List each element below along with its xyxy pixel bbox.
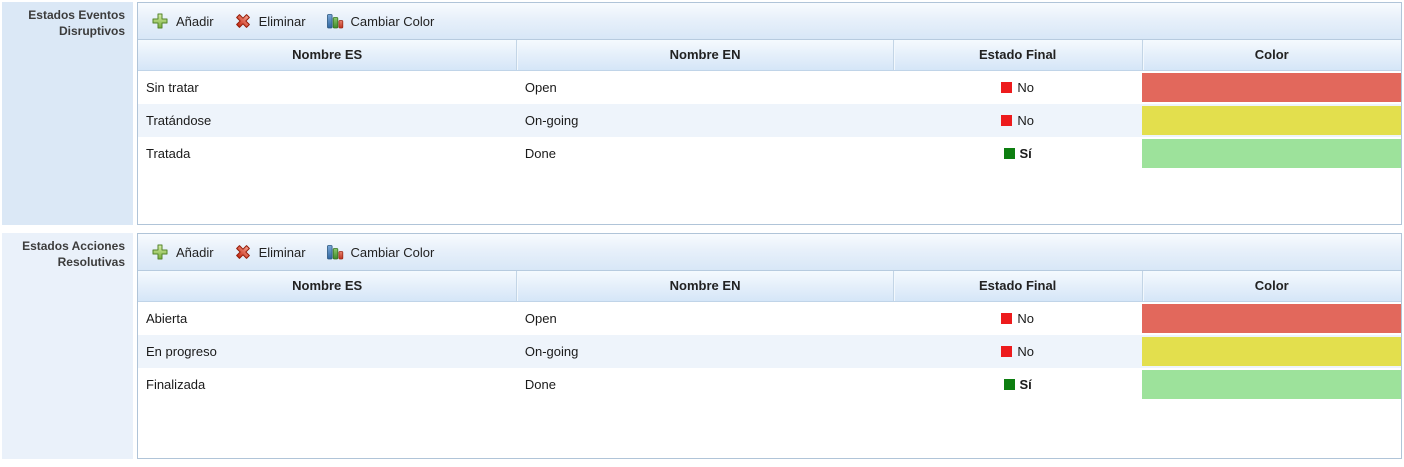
estado-final-label: No (1017, 343, 1034, 359)
table-row[interactable]: Tratada Done Sí (138, 136, 1401, 170)
color-swatch[interactable] (1142, 369, 1401, 399)
cell-estado-final[interactable]: No (893, 70, 1143, 104)
column-header-nombre-es[interactable]: Nombre ES (138, 271, 517, 302)
delete-button[interactable]: Eliminar (227, 239, 315, 265)
add-icon (151, 243, 169, 261)
no-square-icon (1001, 345, 1013, 357)
cell-estado-final[interactable]: No (893, 103, 1143, 137)
estado-final-label: Sí (1019, 145, 1032, 161)
estado-final-label: No (1017, 310, 1034, 326)
no-square-icon (1001, 81, 1013, 93)
grid-header: Nombre ES Nombre EN Estado Final Color (138, 271, 1401, 302)
column-header-estado-final[interactable]: Estado Final (892, 271, 1143, 302)
cell-nombre-es[interactable]: Abierta (138, 301, 517, 335)
cell-color[interactable] (1142, 334, 1401, 368)
add-button-label: Añadir (176, 244, 214, 260)
panel-estados-acciones-resolutivas: Estados Acciones Resolutivas Añadir Elim… (2, 233, 1402, 459)
cell-color[interactable] (1142, 136, 1401, 170)
grid-panel: Añadir Eliminar (137, 2, 1402, 225)
delete-button-label: Eliminar (258, 13, 306, 29)
estado-final-label: Sí (1019, 376, 1032, 392)
cell-nombre-en[interactable]: Open (516, 301, 894, 335)
si-square-icon (1003, 378, 1015, 390)
cell-color[interactable] (1142, 70, 1401, 104)
cell-estado-final[interactable]: Sí (893, 367, 1143, 401)
cell-estado-final[interactable]: No (893, 334, 1143, 368)
cell-nombre-en[interactable]: Done (516, 136, 894, 170)
column-header-nombre-es[interactable]: Nombre ES (138, 40, 517, 71)
grid-panel: Añadir Eliminar (137, 233, 1402, 459)
delete-button[interactable]: Eliminar (227, 8, 315, 34)
cell-estado-final[interactable]: Sí (893, 136, 1143, 170)
table-row[interactable]: En progreso On-going No (138, 334, 1401, 368)
field-label-estados-acciones: Estados Acciones Resolutivas (2, 233, 133, 459)
toolbar: Añadir Eliminar (138, 234, 1401, 271)
cell-nombre-es[interactable]: Sin tratar (138, 70, 517, 104)
add-button[interactable]: Añadir (144, 8, 223, 34)
add-button-label: Añadir (176, 13, 214, 29)
change-color-button-label: Cambiar Color (350, 244, 435, 260)
delete-icon (234, 12, 252, 30)
cell-nombre-es[interactable]: Tratándose (138, 103, 517, 137)
cell-nombre-es[interactable]: En progreso (138, 334, 517, 368)
table-row[interactable]: Finalizada Done Sí (138, 367, 1401, 401)
field-label-estados-eventos: Estados Eventos Disruptivos (2, 2, 133, 225)
cell-color[interactable] (1142, 103, 1401, 137)
add-icon (151, 12, 169, 30)
cell-nombre-en[interactable]: Open (516, 70, 894, 104)
table-row[interactable]: Abierta Open No (138, 301, 1401, 335)
bar-chart-icon (326, 12, 344, 30)
delete-button-label: Eliminar (258, 244, 306, 260)
color-swatch[interactable] (1142, 336, 1401, 366)
cell-nombre-es[interactable]: Finalizada (138, 367, 517, 401)
cell-color[interactable] (1142, 367, 1401, 401)
cell-estado-final[interactable]: No (893, 301, 1143, 335)
grid-estados-eventos: Nombre ES Nombre EN Estado Final Color S… (138, 40, 1401, 224)
column-header-nombre-en[interactable]: Nombre EN (516, 271, 894, 302)
cell-nombre-es[interactable]: Tratada (138, 136, 517, 170)
bar-chart-icon (326, 243, 344, 261)
color-swatch[interactable] (1142, 105, 1401, 135)
column-header-nombre-en[interactable]: Nombre EN (516, 40, 894, 71)
panel-estados-eventos-disruptivos: Estados Eventos Disruptivos Añadir Elimi… (2, 2, 1402, 225)
si-square-icon (1003, 147, 1015, 159)
estado-final-label: No (1017, 112, 1034, 128)
table-row[interactable]: Sin tratar Open No (138, 70, 1401, 104)
cell-nombre-en[interactable]: Done (516, 367, 894, 401)
no-square-icon (1001, 114, 1013, 126)
change-color-button-label: Cambiar Color (350, 13, 435, 29)
no-square-icon (1001, 312, 1013, 324)
grid-header: Nombre ES Nombre EN Estado Final Color (138, 40, 1401, 71)
table-row[interactable]: Tratándose On-going No (138, 103, 1401, 137)
column-header-color[interactable]: Color (1141, 271, 1401, 302)
column-header-estado-final[interactable]: Estado Final (892, 40, 1143, 71)
column-header-color[interactable]: Color (1141, 40, 1401, 71)
cell-nombre-en[interactable]: On-going (516, 103, 894, 137)
toolbar: Añadir Eliminar (138, 3, 1401, 40)
change-color-button[interactable]: Cambiar Color (319, 8, 444, 34)
delete-icon (234, 243, 252, 261)
estado-final-label: No (1017, 79, 1034, 95)
change-color-button[interactable]: Cambiar Color (319, 239, 444, 265)
add-button[interactable]: Añadir (144, 239, 223, 265)
cell-color[interactable] (1142, 301, 1401, 335)
cell-nombre-en[interactable]: On-going (516, 334, 894, 368)
color-swatch[interactable] (1142, 138, 1401, 168)
grid-estados-acciones: Nombre ES Nombre EN Estado Final Color A… (138, 271, 1401, 458)
panel-spacer (2, 225, 1402, 233)
color-swatch[interactable] (1142, 303, 1401, 333)
color-swatch[interactable] (1142, 72, 1401, 102)
